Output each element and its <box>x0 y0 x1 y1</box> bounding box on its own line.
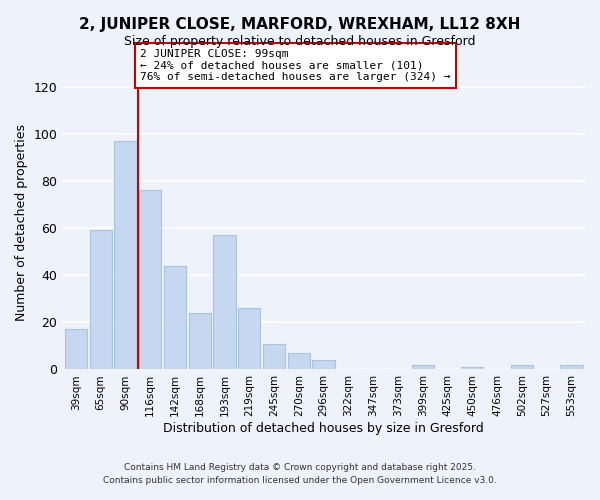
Text: Contains HM Land Registry data © Crown copyright and database right 2025.: Contains HM Land Registry data © Crown c… <box>124 464 476 472</box>
Bar <box>214 235 236 370</box>
Bar <box>461 367 484 370</box>
Bar <box>238 308 260 370</box>
Bar <box>164 266 186 370</box>
Bar <box>89 230 112 370</box>
Y-axis label: Number of detached properties: Number of detached properties <box>15 124 28 320</box>
Bar <box>288 353 310 370</box>
Bar <box>263 344 285 369</box>
Bar <box>188 313 211 370</box>
Bar <box>511 364 533 370</box>
Text: Contains public sector information licensed under the Open Government Licence v3: Contains public sector information licen… <box>103 476 497 485</box>
Bar <box>115 141 137 370</box>
Text: 2, JUNIPER CLOSE, MARFORD, WREXHAM, LL12 8XH: 2, JUNIPER CLOSE, MARFORD, WREXHAM, LL12… <box>79 18 521 32</box>
Bar <box>412 364 434 370</box>
Bar <box>65 330 87 370</box>
Bar <box>139 190 161 370</box>
Bar <box>560 364 583 370</box>
Text: Size of property relative to detached houses in Gresford: Size of property relative to detached ho… <box>124 35 476 48</box>
Text: 2 JUNIPER CLOSE: 99sqm
← 24% of detached houses are smaller (101)
76% of semi-de: 2 JUNIPER CLOSE: 99sqm ← 24% of detached… <box>140 49 451 82</box>
Bar <box>313 360 335 370</box>
X-axis label: Distribution of detached houses by size in Gresford: Distribution of detached houses by size … <box>163 422 484 435</box>
